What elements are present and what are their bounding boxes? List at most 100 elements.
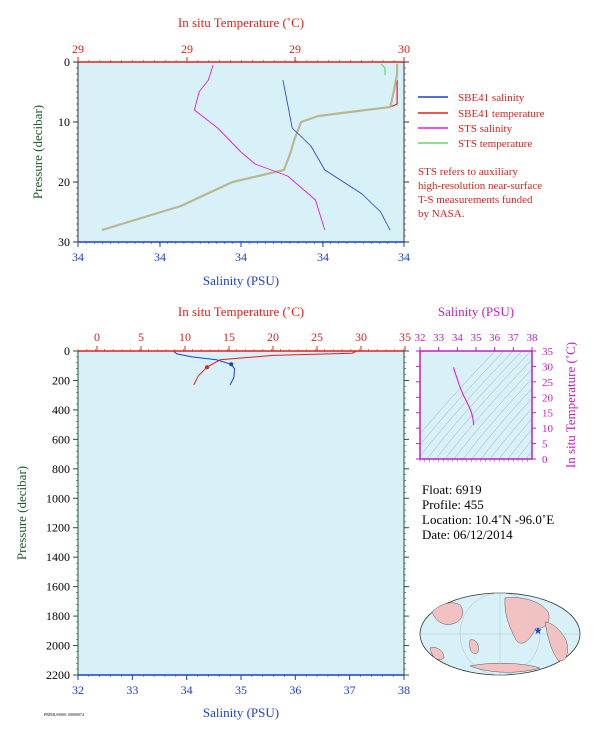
bottom-marker-temperature bbox=[205, 365, 209, 370]
ts-sal-tick-label: 34 bbox=[452, 332, 464, 344]
bottom-series-salinity bbox=[172, 350, 236, 386]
ts-plot-area bbox=[420, 351, 532, 459]
sts-note-line-1: STS refers to auxiliary bbox=[418, 166, 518, 178]
bottom-pressure-tick-label: 200 bbox=[52, 373, 70, 387]
info-date: Date: 06/12/2014 bbox=[422, 527, 513, 542]
ts-diagram: Salinity (PSU) In situ Temperature (˚C) … bbox=[415, 304, 579, 468]
top-temp-tick-label: 29 bbox=[181, 42, 193, 56]
sts-note-line-4: by NASA. bbox=[418, 208, 465, 220]
bottom-pressure-tick-label: 1600 bbox=[46, 580, 70, 594]
ts-temp-tick-label: 35 bbox=[542, 346, 554, 358]
sts-note: STS refers to auxiliary high-resolution … bbox=[418, 166, 542, 220]
top-chart-salinity-axis-title: Salinity (PSU) bbox=[203, 273, 279, 288]
bottom-chart-series bbox=[172, 350, 357, 386]
bottom-temp-tick-label: 10 bbox=[179, 330, 191, 344]
legend-label-sbe41-temperature: SBE41 temperature bbox=[458, 108, 545, 120]
legend-label-sbe41-salinity: SBE41 salinity bbox=[458, 92, 525, 104]
bottom-pressure-tick-label: 2000 bbox=[46, 639, 70, 653]
float-location-marker: ★ bbox=[534, 626, 543, 637]
ts-sal-tick-label: 33 bbox=[433, 332, 445, 344]
float-info: Float: 6919 Profile: 455 Location: 10.4˚… bbox=[422, 482, 554, 542]
ts-sal-tick-label: 35 bbox=[471, 332, 483, 344]
top-sal-tick-label: 34 bbox=[154, 250, 166, 264]
bottom-pressure-tick-label: 1400 bbox=[46, 550, 70, 564]
info-location: Location: 10.4˚N -96.0˚E bbox=[422, 512, 554, 527]
bottom-chart-temperature-axis-title: In situ Temperature (˚C) bbox=[178, 304, 304, 319]
map-land bbox=[429, 597, 568, 673]
ts-isopycnal bbox=[480, 397, 532, 459]
ts-series-line bbox=[453, 367, 475, 426]
bottom-series-temperature bbox=[193, 350, 357, 386]
bottom-pressure-tick-label: 1800 bbox=[46, 609, 70, 623]
bottom-plot-area bbox=[78, 351, 404, 675]
bottom-chart-salinity-axis-title: Salinity (PSU) bbox=[203, 705, 279, 720]
sts-note-line-3: T-S measurements funded bbox=[418, 194, 533, 206]
legend-label-sts-temperature: STS temperature bbox=[458, 138, 532, 150]
ts-sal-tick-label: 37 bbox=[508, 332, 520, 344]
bottom-marker-salinity bbox=[229, 362, 234, 367]
series-sts-temperature bbox=[101, 63, 399, 232]
bottom-temp-tick-label: 15 bbox=[223, 330, 235, 344]
bottom-temp-tick-label: 5 bbox=[138, 330, 144, 344]
ts-isopycnal bbox=[516, 439, 532, 459]
ts-isopycnal bbox=[453, 368, 532, 459]
ts-isopycnal bbox=[498, 418, 532, 459]
ts-temp-tick-label: 20 bbox=[542, 392, 554, 404]
ts-temp-tick-label: 5 bbox=[542, 439, 548, 451]
ts-sal-tick-label: 38 bbox=[527, 332, 539, 344]
ts-isopycnal bbox=[426, 351, 523, 459]
ts-isopycnal bbox=[462, 378, 532, 459]
bottom-pressure-tick-label: 1000 bbox=[46, 491, 70, 505]
ts-salinity-axis-title: Salinity (PSU) bbox=[438, 304, 514, 319]
ts-isopycnal bbox=[420, 351, 505, 446]
top-temp-tick-label: 29 bbox=[289, 42, 301, 56]
top-pressure-tick-label: 30 bbox=[58, 235, 70, 249]
bottom-sal-tick-label: 37 bbox=[344, 683, 356, 697]
top-sal-tick-label: 34 bbox=[398, 250, 410, 264]
ts-frame bbox=[419, 350, 533, 460]
footer-code: PRIMUS0001 00000074 bbox=[44, 712, 84, 717]
ts-series bbox=[453, 367, 475, 426]
ts-temp-tick-label: 10 bbox=[542, 423, 554, 435]
bottom-pressure-tick-label: 0 bbox=[64, 344, 70, 358]
bottom-sal-tick-label: 33 bbox=[126, 683, 138, 697]
ts-isopycnal bbox=[507, 428, 532, 459]
ts-temp-tick-label: 30 bbox=[542, 361, 554, 373]
bottom-temp-tick-label: 0 bbox=[94, 330, 100, 344]
sts-note-line-2: high-resolution near-surface bbox=[418, 180, 542, 192]
bottom-temp-tick-label: 25 bbox=[311, 330, 323, 344]
sts-temperature-surface bbox=[380, 63, 386, 75]
series-sts-salinity bbox=[193, 64, 326, 231]
ts-temp-tick-label: 0 bbox=[542, 454, 548, 466]
bottom-sal-tick-label: 35 bbox=[235, 683, 247, 697]
ts-isopycnal bbox=[489, 407, 532, 459]
bottom-temp-tick-label: 30 bbox=[355, 330, 367, 344]
top-sal-tick-label: 34 bbox=[72, 250, 84, 264]
top-pressure-tick-label: 0 bbox=[64, 55, 70, 69]
top-pressure-tick-label: 10 bbox=[58, 115, 70, 129]
top-temp-tick-label: 29 bbox=[72, 42, 84, 56]
ts-temp-tick-label: 15 bbox=[542, 408, 554, 420]
legend-label-sts-salinity: STS salinity bbox=[458, 123, 513, 135]
series-sbe41-salinity bbox=[282, 79, 391, 231]
bottom-temp-tick-label: 35 bbox=[399, 330, 411, 344]
top-sal-tick-label: 34 bbox=[235, 250, 247, 264]
ts-sal-tick-label: 32 bbox=[415, 332, 426, 344]
bottom-pressure-tick-label: 1200 bbox=[46, 521, 70, 535]
bottom-sal-tick-label: 32 bbox=[72, 683, 84, 697]
ts-sal-tick-label: 36 bbox=[489, 332, 501, 344]
ts-temperature-axis-title: In situ Temperature (˚C) bbox=[563, 342, 578, 468]
ts-temp-tick-label: 25 bbox=[542, 377, 554, 389]
top-chart-pressure-axis-title: Pressure (decibar) bbox=[30, 105, 45, 199]
ts-isopycnal-lines bbox=[420, 351, 532, 459]
top-sal-tick-label: 34 bbox=[317, 250, 329, 264]
ts-isopycnal bbox=[420, 351, 496, 435]
top-profile-chart: In situ Temperature (˚C) Salinity (PSU) … bbox=[30, 15, 410, 288]
bottom-chart-pressure-axis-title: Pressure (decibar) bbox=[14, 466, 29, 560]
bottom-pressure-tick-label: 600 bbox=[52, 432, 70, 446]
bottom-sal-tick-label: 38 bbox=[398, 683, 410, 697]
world-map: ★ bbox=[419, 592, 581, 676]
top-temp-tick-label: 30 bbox=[398, 42, 410, 56]
